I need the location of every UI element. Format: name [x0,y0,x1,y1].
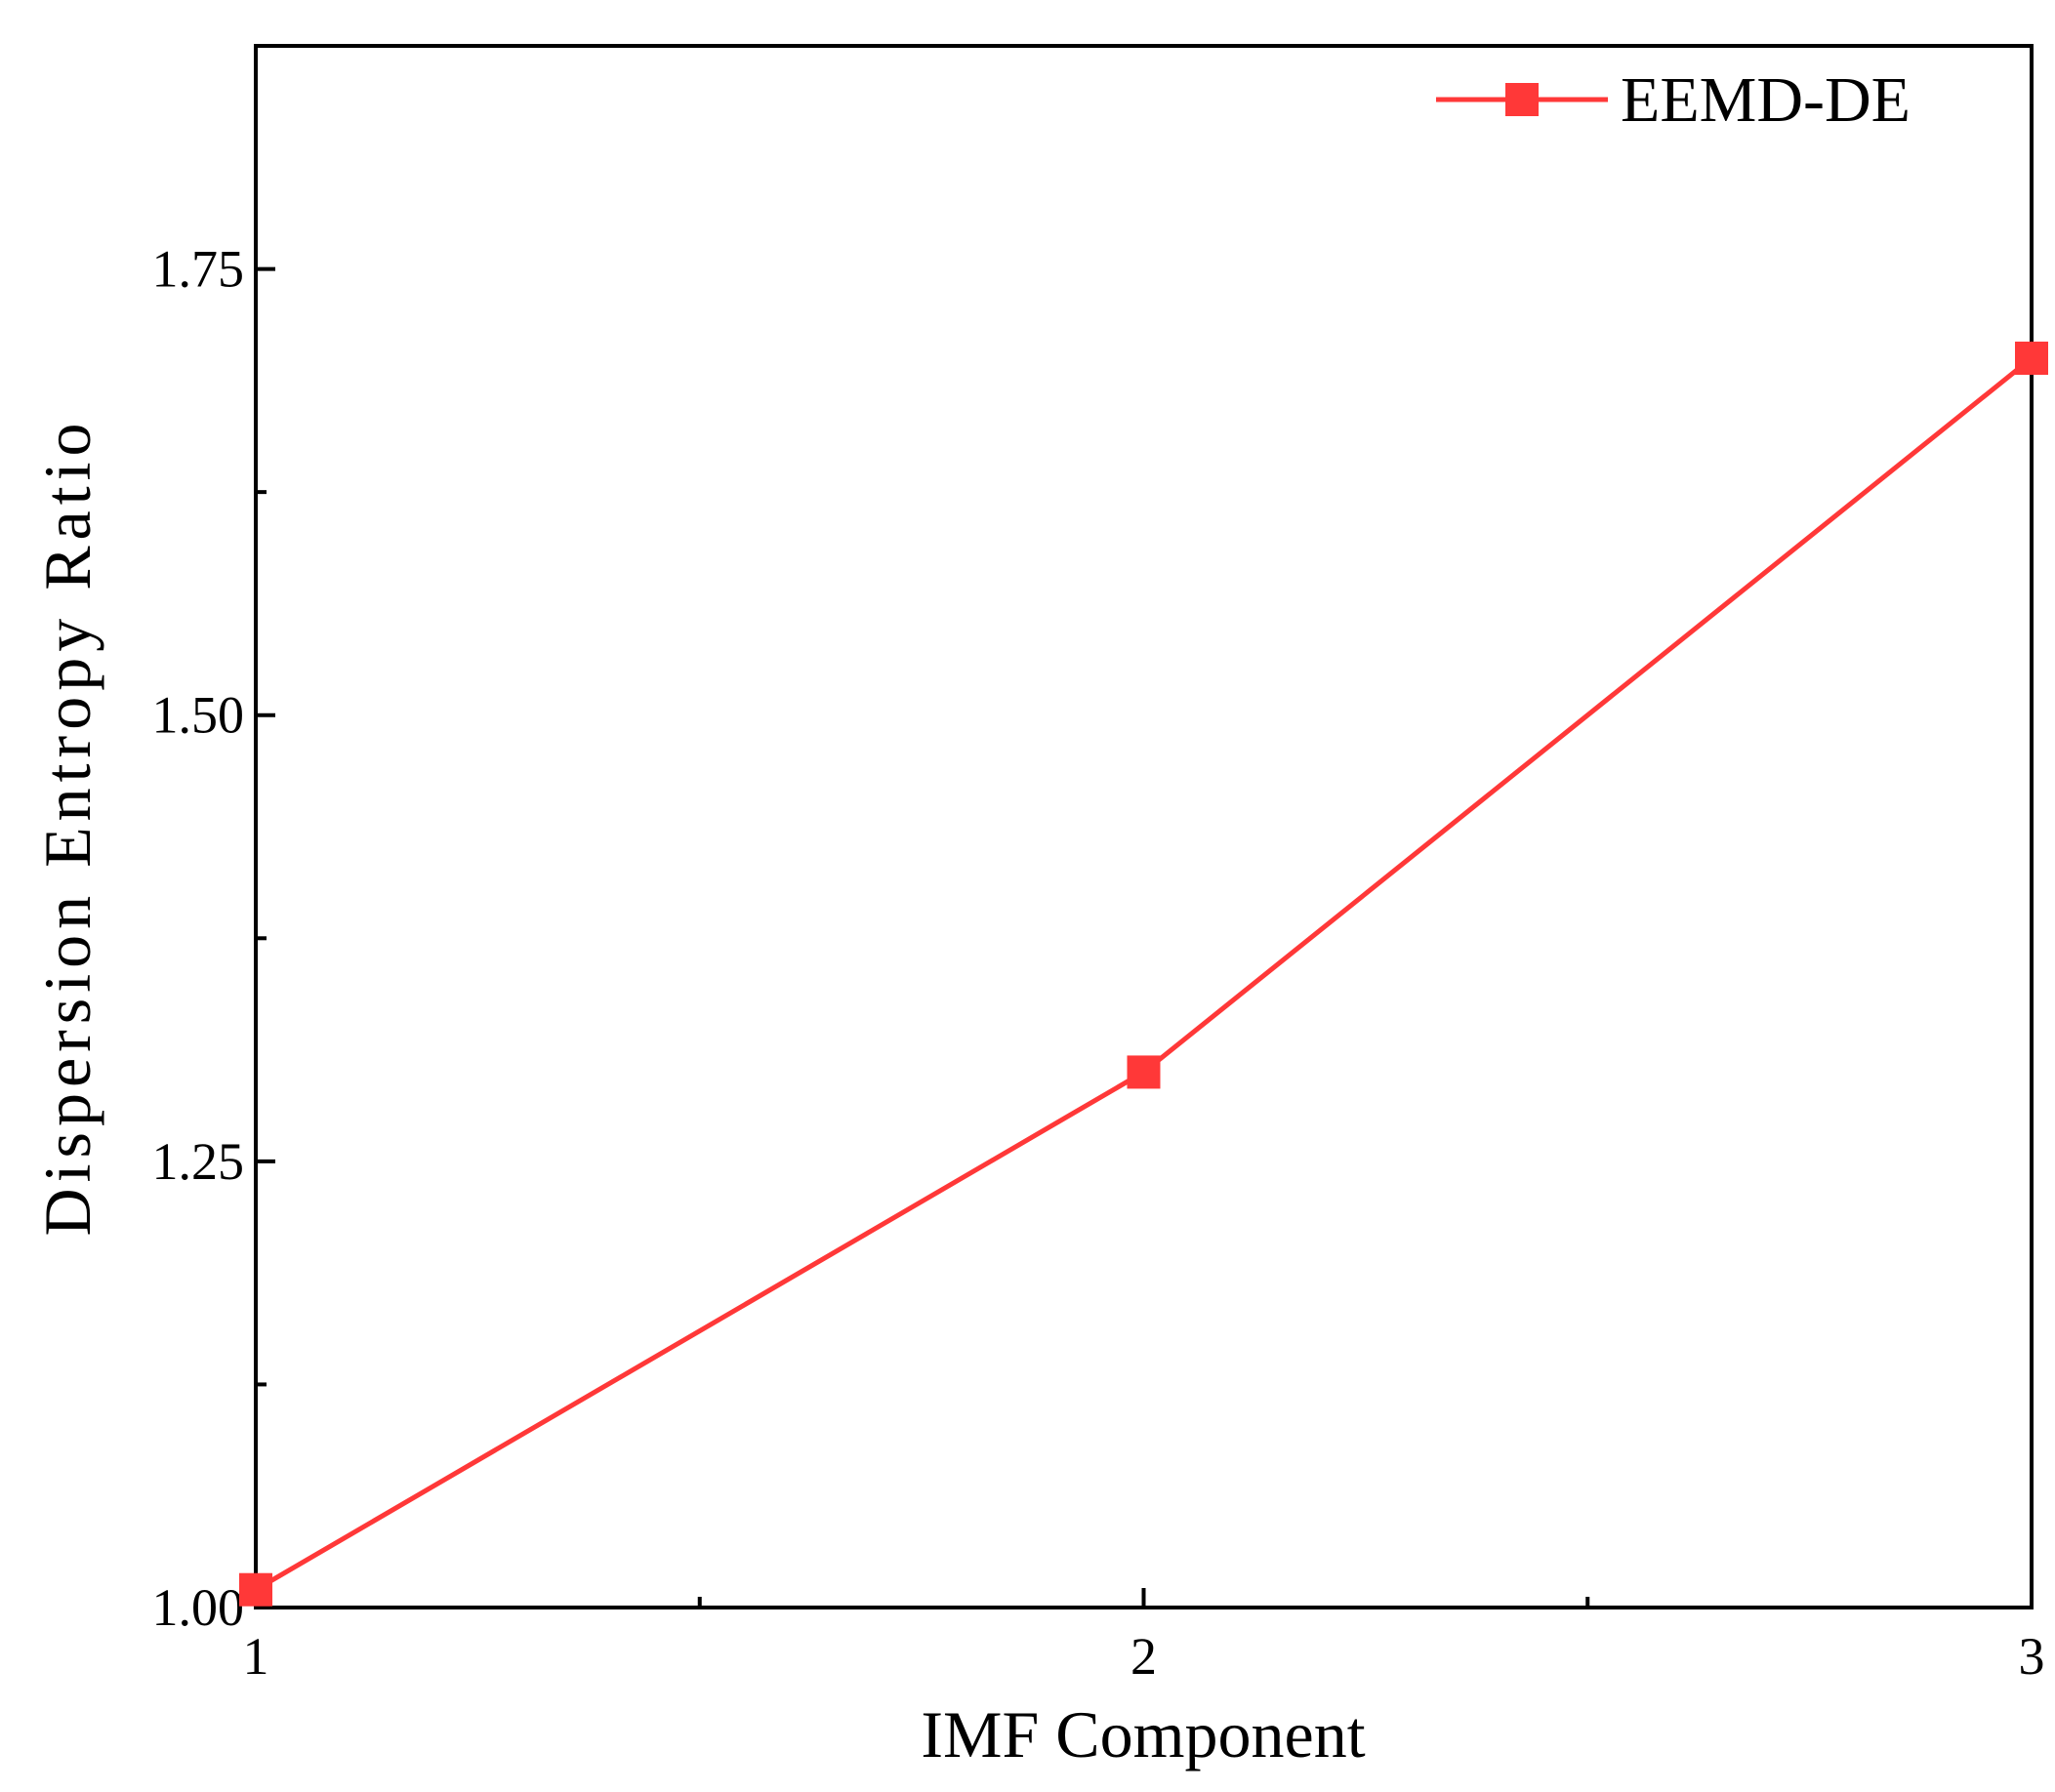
point-marker [239,1572,272,1607]
plot-frame [254,44,2034,1609]
x-tick-label: 1 [243,1627,269,1686]
point-marker [2015,342,2048,375]
legend-marker [1505,83,1539,116]
x-tick-label: 2 [1130,1627,1157,1686]
y-tick-label: 1.00 [152,1578,245,1637]
series-line [254,356,2034,1592]
y-axis-label: Dispersion Entropy Ratio [30,417,104,1236]
y-tick-label: 1.75 [152,240,245,299]
x-axis-label: IMF Component [921,1697,1365,1772]
legend-label: EEMD-DE [1621,64,1911,136]
x-tick-label: 3 [2019,1627,2045,1686]
y-tick-label: 1.50 [152,686,245,745]
point-marker [1127,1055,1161,1089]
y-tick-label: 1.25 [152,1132,245,1191]
